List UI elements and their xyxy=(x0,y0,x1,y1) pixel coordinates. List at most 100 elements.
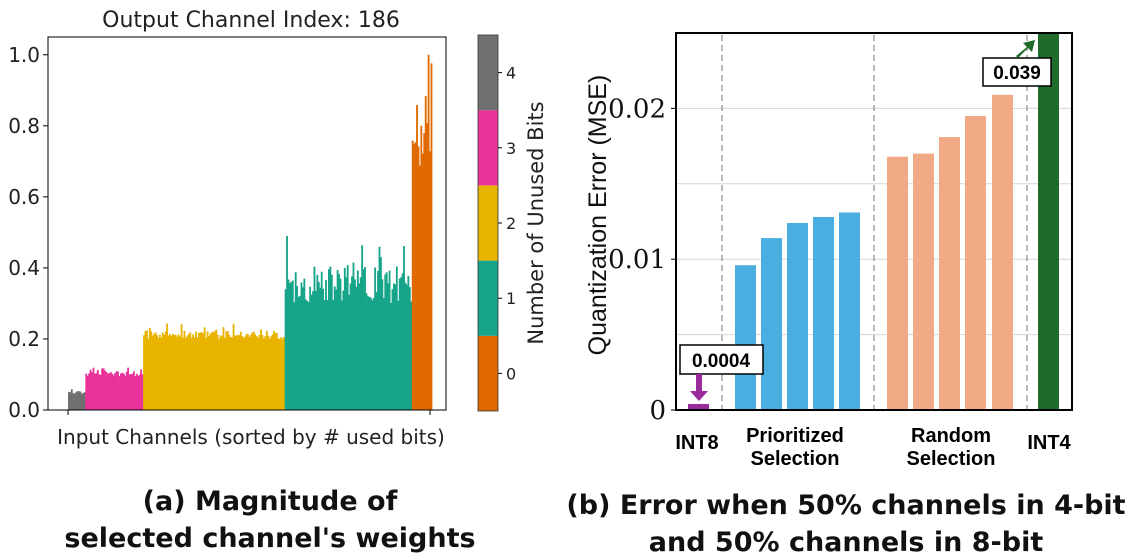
chart-a-bar-unused-2 xyxy=(261,334,264,410)
chart-b-bar-int8 xyxy=(688,403,709,410)
chart-a-bar-unused-1 xyxy=(333,286,336,410)
chart-a-bar-unused-2 xyxy=(151,335,154,410)
chart-a-bar-unused-2 xyxy=(173,334,176,410)
colorbar-tick-label: 1 xyxy=(506,289,516,308)
chart-a-bar-unused-2 xyxy=(226,331,229,410)
chart-a-bar-unused-1 xyxy=(300,282,303,410)
chart-a-bar-unused-1 xyxy=(394,284,397,410)
chart-b-bar-random-selection xyxy=(887,156,908,410)
chart-a-bar-unused-3 xyxy=(125,371,128,410)
chart-a-bar-unused-3 xyxy=(105,372,108,410)
chart-a-bar-unused-0 xyxy=(421,153,424,410)
chart-a-bar-unused-3 xyxy=(111,373,114,410)
chart-a-bar-unused-1 xyxy=(284,289,287,410)
chart-a-bar-unused-1 xyxy=(380,257,382,410)
chart-a-bar-unused-2 xyxy=(190,337,193,410)
chart-a-bar-unused-2 xyxy=(215,329,218,410)
chart-a-bar-unused-2 xyxy=(229,337,232,410)
chart-a-bar-unused-1 xyxy=(299,295,301,410)
chart-a-bar-unused-2 xyxy=(235,335,238,410)
chart-a-bar-unused-2 xyxy=(273,331,275,410)
chart-a-bar-unused-1 xyxy=(352,262,355,410)
chart-a-title: Output Channel Index: 186 xyxy=(102,8,400,33)
chart-a-bar-unused-2 xyxy=(182,337,184,410)
chart-a-bar-unused-3 xyxy=(85,373,88,410)
chart-a-bar-unused-1 xyxy=(372,297,375,410)
chart-a-bar-unused-1 xyxy=(310,294,313,410)
chart-a-y-tick-label: 1.0 xyxy=(8,43,40,67)
chart-a-bar-unused-2 xyxy=(205,337,208,410)
chart-a-bar-unused-2 xyxy=(159,334,161,410)
chart-a-bar-unused-2 xyxy=(281,338,284,410)
chart-a-bar-unused-3 xyxy=(131,373,134,410)
chart-a-y-tick-label: 0.6 xyxy=(8,185,40,209)
chart-a-bar-unused-3 xyxy=(101,368,104,410)
chart-a-bar-unused-3 xyxy=(95,373,98,410)
chart-a-bar-unused-1 xyxy=(410,301,413,410)
chart-b-y-tick-label: 0.02 xyxy=(608,94,666,124)
chart-b-bar-prioritized-selection xyxy=(813,216,834,410)
chart-a-bar-unused-2 xyxy=(209,333,212,410)
chart-a-bar-unused-1 xyxy=(332,299,335,410)
chart-a-bar-unused-2 xyxy=(200,332,203,410)
chart-a-bar-unused-2 xyxy=(143,335,145,410)
chart-a-bar-unused-2 xyxy=(164,331,167,410)
chart-a-bar-unused-1 xyxy=(326,300,329,410)
chart-a-bar-unused-1 xyxy=(369,297,372,410)
chart-a-bar-unused-2 xyxy=(231,337,234,410)
colorbar-segment-4 xyxy=(478,35,498,111)
chart-a-bar-unused-1 xyxy=(328,269,330,410)
colorbar-segment-1 xyxy=(478,260,498,336)
chart-a-bar-unused-1 xyxy=(291,280,294,410)
chart-a-bar-unused-2 xyxy=(218,338,221,410)
chart-a-bar-unused-1 xyxy=(404,282,407,410)
chart-a-bar-unused-3 xyxy=(122,373,125,410)
chart-a-bar-unused-1 xyxy=(401,273,404,410)
chart-a-bar-unused-4 xyxy=(75,392,78,410)
chart-b-bar-random-selection xyxy=(992,94,1013,410)
chart-a-bar-unused-2 xyxy=(239,331,242,410)
chart-a-bar-unused-3 xyxy=(135,373,138,410)
chart-a-bar-unused-3 xyxy=(102,368,105,410)
chart-a-bar-unused-1 xyxy=(384,274,387,410)
group-label-int8: INT8 xyxy=(675,432,718,454)
chart-a-bar-unused-1 xyxy=(391,289,394,410)
chart-a-bar-unused-1 xyxy=(359,277,362,410)
chart-a-bar-unused-1 xyxy=(368,296,371,410)
chart-a-bar-unused-2 xyxy=(283,337,286,410)
chart-a-bar-unused-2 xyxy=(219,335,222,410)
chart-a-bar-unused-2 xyxy=(248,336,251,410)
chart-a-bar-unused-2 xyxy=(263,338,265,410)
colorbar-frame xyxy=(477,34,499,412)
chart-a-bar-unused-2 xyxy=(247,334,249,410)
chart-a-bar-unused-1 xyxy=(377,270,379,410)
chart-a-bar-unused-3 xyxy=(128,374,131,410)
chart-a-bar-unused-2 xyxy=(174,334,177,410)
group-label-random-line2: Selection xyxy=(907,448,996,470)
chart-a-bar-unused-1 xyxy=(403,246,405,410)
chart-b-bar-prioritized-selection xyxy=(839,212,860,410)
chart-a-y-tick-label: 0.0 xyxy=(8,398,40,422)
chart-a-bars xyxy=(68,54,433,411)
chart-a-y-tick-label: 0.2 xyxy=(8,327,40,351)
chart-a-bar-unused-1 xyxy=(317,282,320,410)
chart-b-bar-prioritized-selection xyxy=(735,265,756,410)
chart-a-bar-unused-2 xyxy=(160,337,163,410)
chart-a-bar-unused-4 xyxy=(70,389,73,410)
panel-b-error-chart: 0 0.01 0.02 Quantization Error (MSE) 0.000… xyxy=(566,32,1126,558)
chart-a-bar-unused-2 xyxy=(153,333,156,410)
chart-a-bar-unused-3 xyxy=(130,374,132,410)
group-label-random-line1: Random xyxy=(911,425,991,447)
chart-a-bar-unused-0 xyxy=(417,146,420,410)
chart-a-bar-unused-1 xyxy=(367,296,369,410)
chart-a-bar-unused-1 xyxy=(290,281,293,410)
chart-a-bar-unused-1 xyxy=(323,299,326,410)
chart-a-bar-unused-2 xyxy=(157,337,160,410)
chart-a-bar-unused-1 xyxy=(346,265,349,410)
chart-a-bar-unused-1 xyxy=(322,288,325,410)
chart-a-bar-unused-1 xyxy=(362,269,365,410)
chart-a-bar-unused-2 xyxy=(198,332,200,410)
chart-a-bar-unused-4 xyxy=(72,393,75,410)
chart-a-bar-unused-1 xyxy=(400,277,403,410)
